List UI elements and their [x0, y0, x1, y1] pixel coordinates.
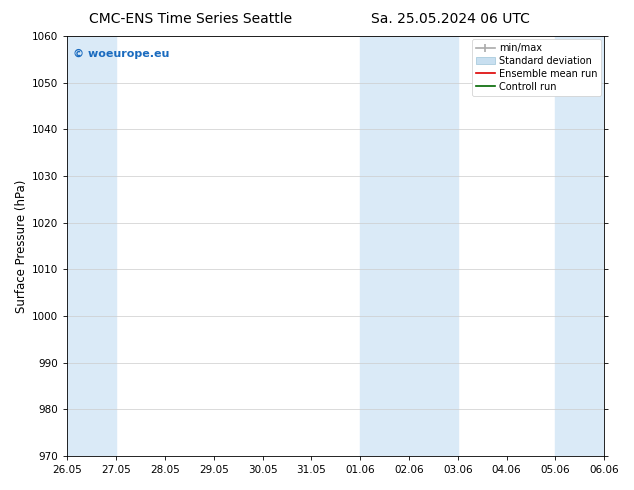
Bar [360, 36, 458, 456]
Text: Sa. 25.05.2024 06 UTC: Sa. 25.05.2024 06 UTC [371, 12, 529, 26]
Y-axis label: Surface Pressure (hPa): Surface Pressure (hPa) [15, 179, 28, 313]
Text: © woeurope.eu: © woeurope.eu [73, 49, 169, 59]
Text: CMC-ENS Time Series Seattle: CMC-ENS Time Series Seattle [89, 12, 292, 26]
Bar [555, 36, 604, 456]
Bar [67, 36, 116, 456]
Legend: min/max, Standard deviation, Ensemble mean run, Controll run: min/max, Standard deviation, Ensemble me… [472, 39, 601, 96]
